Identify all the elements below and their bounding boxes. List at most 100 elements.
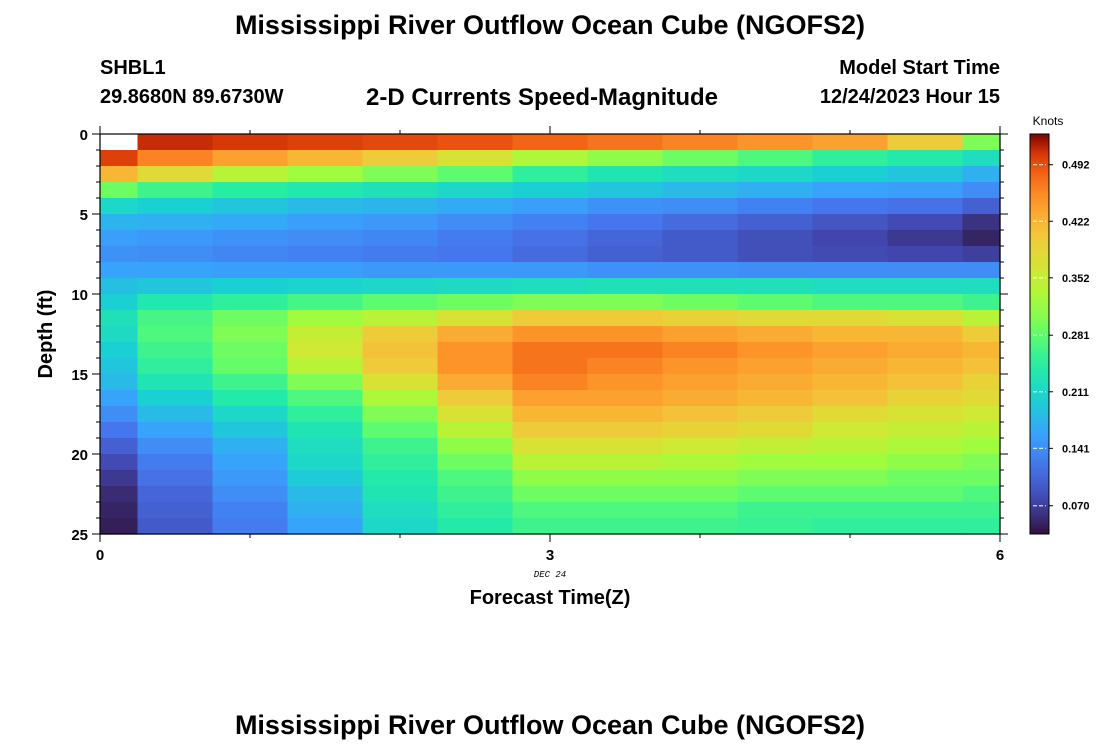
heatmap-cell	[287, 214, 364, 231]
x-tick-label: 3	[546, 547, 554, 564]
heatmap-cell	[137, 486, 214, 503]
heatmap-cell	[662, 214, 739, 231]
heatmap-cell	[662, 150, 739, 167]
heatmap-cell	[887, 454, 964, 471]
heatmap-cell	[287, 454, 364, 471]
heatmap-cell	[737, 470, 814, 487]
heatmap-cell	[512, 422, 589, 439]
heatmap-cell	[512, 278, 589, 295]
heatmap-cell	[137, 198, 214, 215]
heatmap-cell	[887, 150, 964, 167]
heatmap-cell	[362, 390, 439, 407]
heatmap-cell	[100, 182, 139, 199]
station-name: SHBL1	[100, 57, 166, 79]
y-tick-label: 10	[71, 287, 88, 304]
heatmap-cell	[137, 214, 214, 231]
colorbar-label: Knots	[1033, 114, 1064, 128]
heatmap-cell	[287, 358, 364, 375]
heatmap-cell	[437, 214, 514, 231]
heatmap-cell	[587, 294, 664, 311]
heatmap-cell	[100, 390, 139, 407]
heatmap-cell	[812, 182, 889, 199]
x-axis: 0 3 6	[96, 126, 1004, 564]
heatmap-cell	[212, 342, 289, 359]
heatmap-cell	[137, 342, 214, 359]
heatmap-cell	[100, 358, 139, 375]
heatmap-cell	[662, 422, 739, 439]
heatmap-cell	[587, 518, 664, 535]
heatmap-cell	[100, 214, 139, 231]
heatmap-cell	[887, 358, 964, 375]
heatmap-cell	[587, 502, 664, 519]
heatmap-cell	[512, 390, 589, 407]
heatmap-cell	[962, 390, 1001, 407]
heatmap-cell	[737, 326, 814, 343]
heatmap-cell	[587, 310, 664, 327]
heatmap-cell	[737, 422, 814, 439]
heatmap-cell	[212, 150, 289, 167]
heatmap-cell	[587, 342, 664, 359]
colorbar-tick-label: 0.211	[1062, 387, 1089, 399]
heatmap-cell	[962, 470, 1001, 487]
heatmap-cell	[137, 374, 214, 391]
heatmap-cell	[137, 470, 214, 487]
x-tick-label: 0	[96, 547, 104, 564]
heatmap-cell	[362, 150, 439, 167]
heatmap-cell	[737, 486, 814, 503]
heatmap-cell	[812, 214, 889, 231]
heatmap-cell	[287, 230, 364, 247]
heatmap-cell	[212, 470, 289, 487]
heatmap-cell	[362, 486, 439, 503]
heatmap-cell	[587, 198, 664, 215]
heatmap-cell	[962, 294, 1001, 311]
x-date-label: DEC 24	[534, 570, 566, 580]
heatmap-cell	[212, 326, 289, 343]
heatmap-cell	[212, 230, 289, 247]
heatmap-cell	[100, 278, 139, 295]
heatmap-cell	[212, 246, 289, 263]
x-tick-label: 6	[996, 547, 1004, 564]
heatmap-cell	[437, 502, 514, 519]
heatmap-cell	[287, 310, 364, 327]
heatmap-cell	[137, 310, 214, 327]
y-tick-label: 5	[80, 207, 88, 224]
heatmap-cell	[212, 422, 289, 439]
heatmap-cell	[962, 438, 1001, 455]
heatmap-cell	[587, 150, 664, 167]
heatmap-cell	[662, 454, 739, 471]
heatmap-cell	[962, 374, 1001, 391]
x-axis-label: Forecast Time(Z)	[470, 587, 631, 609]
heatmap-cell	[212, 390, 289, 407]
heatmap-cell	[887, 134, 964, 151]
heatmap-cell	[362, 294, 439, 311]
heatmap-cell	[587, 278, 664, 295]
heatmap-cell	[437, 294, 514, 311]
colorbar-tick-label: 0.422	[1062, 216, 1090, 228]
heatmap-cell	[812, 294, 889, 311]
heatmap-cell	[737, 310, 814, 327]
heatmap-cell	[437, 358, 514, 375]
heatmap-cell	[437, 262, 514, 279]
heatmap-cell	[737, 454, 814, 471]
heatmap-cell	[812, 486, 889, 503]
heatmap-cell	[100, 166, 139, 183]
heatmap-cell	[137, 438, 214, 455]
heatmap-cell	[962, 246, 1001, 263]
heatmap-cell	[962, 406, 1001, 423]
heatmap-cell	[362, 262, 439, 279]
heatmap-cell	[362, 502, 439, 519]
heatmap-cell	[437, 182, 514, 199]
heatmap-cell	[587, 470, 664, 487]
heatmap-cell	[362, 454, 439, 471]
page-title: Mississippi River Outflow Ocean Cube (NG…	[234, 10, 866, 40]
heatmap-cell	[962, 502, 1001, 519]
heatmap-cell	[587, 486, 664, 503]
heatmap-cell	[137, 278, 214, 295]
heatmap-cell	[887, 246, 964, 263]
heatmap-cell	[362, 326, 439, 343]
heatmap-cell	[100, 342, 139, 359]
footer-title: Mississippi River Outflow Ocean Cube (NG…	[234, 710, 866, 740]
heatmap-cell	[362, 166, 439, 183]
heatmap-cell	[737, 342, 814, 359]
